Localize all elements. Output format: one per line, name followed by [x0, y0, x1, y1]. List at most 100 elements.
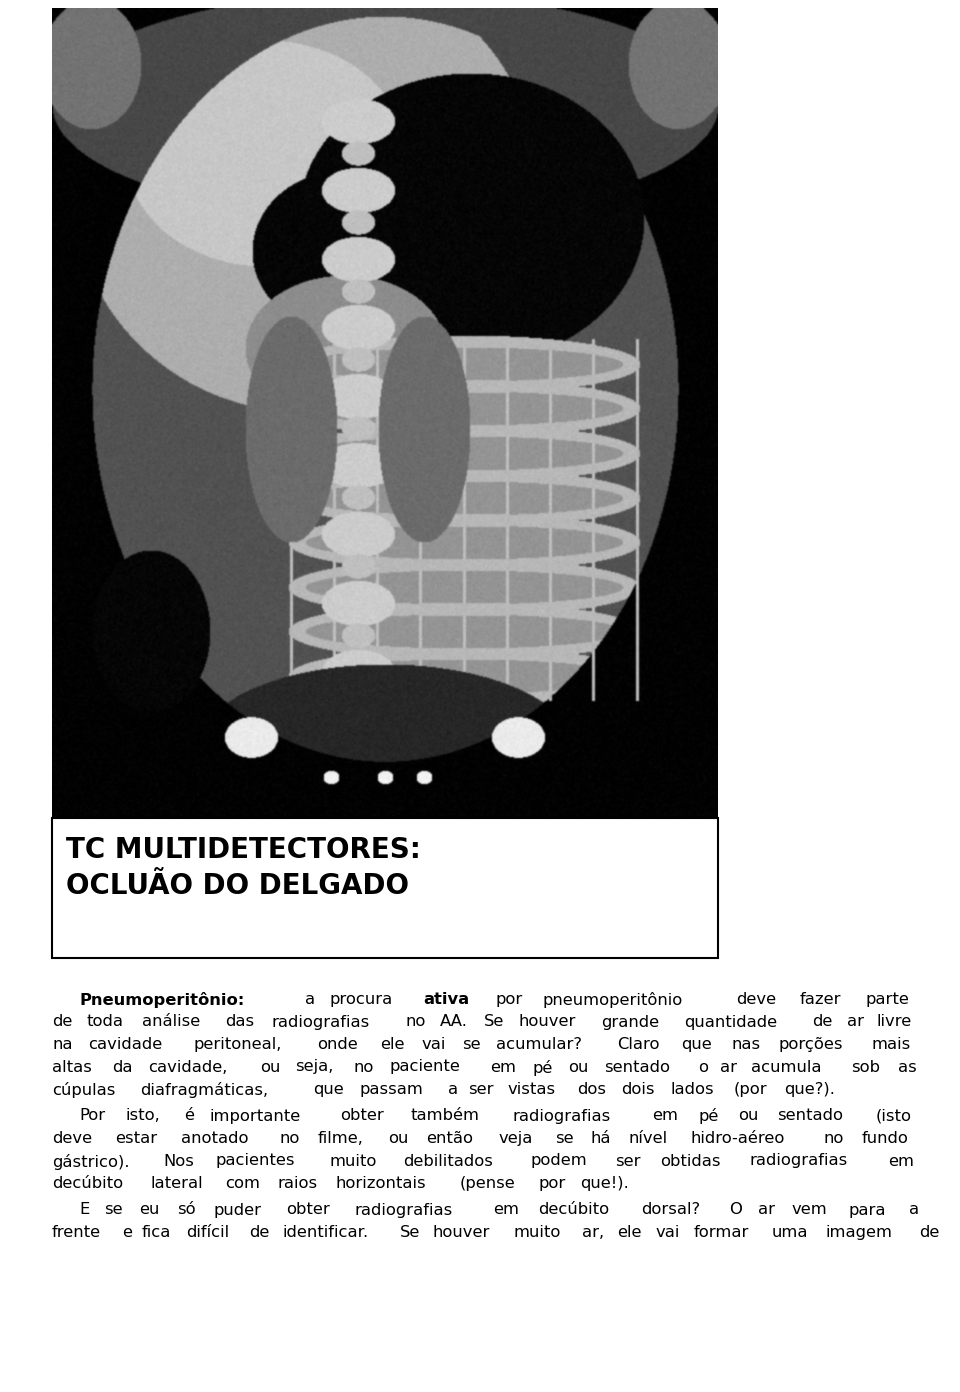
Text: nas: nas: [731, 1037, 760, 1052]
Text: ser: ser: [615, 1154, 641, 1168]
Text: parte: parte: [865, 992, 909, 1006]
Text: que!).: que!).: [580, 1176, 629, 1192]
Text: (isto: (isto: [876, 1108, 912, 1123]
Text: ou: ou: [568, 1059, 588, 1075]
Text: em: em: [493, 1203, 519, 1218]
Text: dois: dois: [621, 1082, 655, 1097]
Text: ar: ar: [847, 1015, 863, 1030]
Text: que: que: [313, 1082, 344, 1097]
Text: veja: veja: [498, 1130, 533, 1146]
Text: radiografias: radiografias: [513, 1108, 611, 1123]
Text: de: de: [52, 1015, 72, 1030]
Text: gástrico).: gástrico).: [52, 1154, 130, 1169]
Text: Nos: Nos: [164, 1154, 195, 1168]
Text: difícil: difícil: [186, 1225, 229, 1240]
Text: na: na: [52, 1037, 73, 1052]
Text: onde: onde: [318, 1037, 358, 1052]
Text: TC MULTIDETECTORES:: TC MULTIDETECTORES:: [66, 837, 420, 864]
Text: houver: houver: [433, 1225, 491, 1240]
Text: radiografias: radiografias: [271, 1015, 370, 1030]
Text: que?).: que?).: [784, 1082, 835, 1097]
Text: no: no: [406, 1015, 426, 1030]
Text: Pneumoperitônio:: Pneumoperitônio:: [79, 992, 245, 1008]
Text: livre: livre: [876, 1015, 912, 1030]
Text: grande: grande: [601, 1015, 659, 1030]
Text: obter: obter: [287, 1203, 330, 1218]
Text: de: de: [919, 1225, 939, 1240]
Text: sentado: sentado: [604, 1059, 670, 1075]
Text: estar: estar: [115, 1130, 157, 1146]
Text: ativa: ativa: [423, 992, 469, 1006]
Text: nível: nível: [628, 1130, 667, 1146]
Text: ar,: ar,: [582, 1225, 604, 1240]
Text: radiografias: radiografias: [354, 1203, 453, 1218]
Text: cúpulas: cúpulas: [52, 1082, 115, 1098]
Text: pé: pé: [699, 1108, 719, 1125]
Text: a: a: [304, 992, 315, 1006]
Text: obtidas: obtidas: [660, 1154, 721, 1168]
Text: isto,: isto,: [126, 1108, 160, 1123]
Text: raios: raios: [277, 1176, 318, 1192]
Text: ou: ou: [260, 1059, 280, 1075]
Text: uma: uma: [772, 1225, 808, 1240]
Text: a: a: [448, 1082, 459, 1097]
Text: dos: dos: [577, 1082, 606, 1097]
Text: é: é: [183, 1108, 194, 1123]
Text: ele: ele: [380, 1037, 404, 1052]
Text: só: só: [178, 1203, 196, 1218]
Text: peritoneal,: peritoneal,: [194, 1037, 282, 1052]
Text: filme,: filme,: [318, 1130, 364, 1146]
Text: (pense: (pense: [460, 1176, 516, 1192]
Text: procura: procura: [330, 992, 393, 1006]
Text: formar: formar: [694, 1225, 749, 1240]
Text: muito: muito: [514, 1225, 562, 1240]
Text: altas: altas: [52, 1059, 92, 1075]
Text: ou: ou: [738, 1108, 758, 1123]
Text: em: em: [652, 1108, 678, 1123]
Text: frente: frente: [52, 1225, 101, 1240]
Text: identificar.: identificar.: [282, 1225, 368, 1240]
Text: (por: (por: [734, 1082, 768, 1097]
Text: das: das: [226, 1015, 254, 1030]
Text: então: então: [426, 1130, 473, 1146]
Text: de: de: [249, 1225, 270, 1240]
Text: pneumoperitônio: pneumoperitônio: [542, 992, 683, 1008]
Text: dorsal?: dorsal?: [641, 1203, 701, 1218]
Text: se: se: [104, 1203, 123, 1218]
Text: se: se: [555, 1130, 573, 1146]
Text: por: por: [539, 1176, 565, 1192]
Text: ou: ou: [389, 1130, 409, 1146]
Text: debilitados: debilitados: [402, 1154, 492, 1168]
Text: lateral: lateral: [151, 1176, 204, 1192]
Text: no: no: [824, 1130, 844, 1146]
Text: Claro: Claro: [617, 1037, 660, 1052]
Text: e: e: [122, 1225, 132, 1240]
Text: passam: passam: [359, 1082, 423, 1097]
Text: importante: importante: [209, 1108, 301, 1123]
Text: em: em: [490, 1059, 516, 1075]
Text: horizontais: horizontais: [336, 1176, 426, 1192]
Text: ar: ar: [720, 1059, 737, 1075]
Text: há: há: [590, 1130, 611, 1146]
Text: de: de: [812, 1015, 832, 1030]
Text: deve: deve: [52, 1130, 92, 1146]
Text: no: no: [280, 1130, 300, 1146]
FancyBboxPatch shape: [52, 818, 718, 958]
Text: imagem: imagem: [826, 1225, 893, 1240]
Text: OCLUÃO DO DELGADO: OCLUÃO DO DELGADO: [66, 871, 409, 901]
Text: decúbito: decúbito: [539, 1203, 610, 1218]
Text: fazer: fazer: [800, 992, 841, 1006]
Text: vai: vai: [656, 1225, 680, 1240]
Text: no: no: [354, 1059, 374, 1075]
Text: por: por: [495, 992, 522, 1006]
Text: muito: muito: [329, 1154, 377, 1168]
Text: a: a: [909, 1203, 919, 1218]
Text: acumula: acumula: [751, 1059, 822, 1075]
Text: radiografias: radiografias: [750, 1154, 848, 1168]
Text: Por: Por: [79, 1108, 106, 1123]
Text: o: o: [698, 1059, 708, 1075]
Text: da: da: [112, 1059, 133, 1075]
Text: cavidade: cavidade: [88, 1037, 162, 1052]
Text: se: se: [463, 1037, 481, 1052]
Text: vistas: vistas: [508, 1082, 556, 1097]
